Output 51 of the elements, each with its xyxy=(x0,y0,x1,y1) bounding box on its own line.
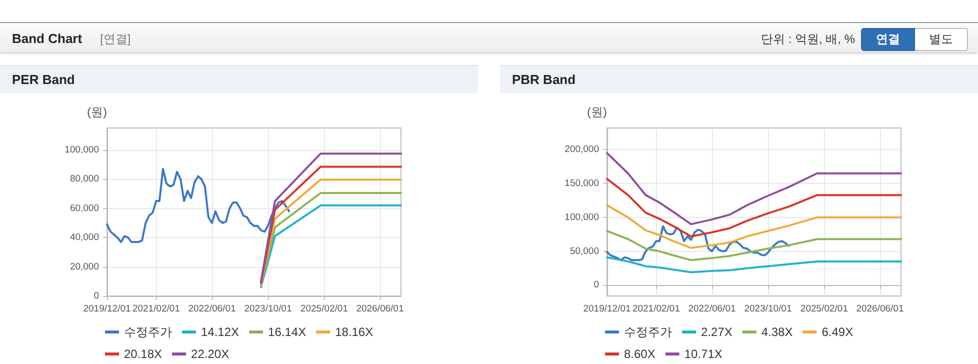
legend-label: 수정주가 xyxy=(624,325,672,339)
y-tick-label: 0 xyxy=(594,280,599,291)
x-tick-label: 2021/02/01 xyxy=(132,304,180,314)
y-axis-title: (원) xyxy=(587,105,607,119)
y-tick-label: 80,000 xyxy=(70,174,99,185)
line-series xyxy=(606,178,902,238)
x-tick-label: 2021/02/01 xyxy=(632,304,680,314)
x-tick-label: 2026/06/01 xyxy=(356,304,404,314)
y-tick-label: 100,000 xyxy=(564,212,599,223)
x-tick-label: 2023/10/01 xyxy=(244,304,292,314)
legend-label: 2.27X xyxy=(701,325,732,339)
x-tick-label: 2026/06/01 xyxy=(856,304,904,314)
text: 별도 xyxy=(915,28,968,51)
text: Band Chart xyxy=(12,31,82,46)
legend-label: 10.71X xyxy=(684,347,722,361)
y-tick-label: 150,000 xyxy=(564,178,599,190)
line-series xyxy=(606,152,902,226)
legend-label: 8.60X xyxy=(624,347,656,361)
chart-title: PBR Band xyxy=(500,65,978,93)
line-series xyxy=(106,168,290,243)
legend-label: 20.18X xyxy=(124,347,162,361)
legend-label: 6.49X xyxy=(822,325,854,339)
text: 연결 xyxy=(861,28,915,51)
legend-label: 수정주가 xyxy=(124,325,172,339)
y-tick-label: 20,000 xyxy=(70,261,99,272)
legend-label: 18.16X xyxy=(335,325,374,339)
x-tick-label: 2023/10/01 xyxy=(744,304,792,314)
y-tick-label: 50,000 xyxy=(570,246,599,257)
text: [연결] xyxy=(100,31,131,48)
legend-label: 4.38X xyxy=(761,325,793,339)
y-tick-label: 0 xyxy=(94,290,99,302)
chart-title: PER Band xyxy=(0,65,478,93)
y-tick-label: 100,000 xyxy=(64,144,99,156)
line-series xyxy=(606,230,902,262)
x-tick-label: 2022/06/01 xyxy=(188,304,236,314)
x-tick-label: 2025/02/01 xyxy=(800,304,848,314)
y-tick-label: 200,000 xyxy=(564,144,599,156)
line-series xyxy=(606,256,902,274)
x-tick-label: 2025/02/01 xyxy=(300,304,348,314)
legend-label: 22.20X xyxy=(191,347,230,361)
x-tick-label: 2022/06/01 xyxy=(688,304,736,314)
line-series xyxy=(606,204,902,249)
y-tick-label: 60,000 xyxy=(70,202,99,214)
x-tick-label: 2019/12/01 xyxy=(583,304,631,314)
y-tick-label: 40,000 xyxy=(70,232,99,244)
legend-label: 16.14X xyxy=(268,325,306,339)
x-tick-label: 2019/12/01 xyxy=(83,304,131,314)
text: 단위 : 억원, 배, % xyxy=(760,31,855,48)
line-series xyxy=(606,225,790,262)
legend-label: 14.12X xyxy=(201,325,240,339)
y-axis-title: (원) xyxy=(87,105,107,119)
